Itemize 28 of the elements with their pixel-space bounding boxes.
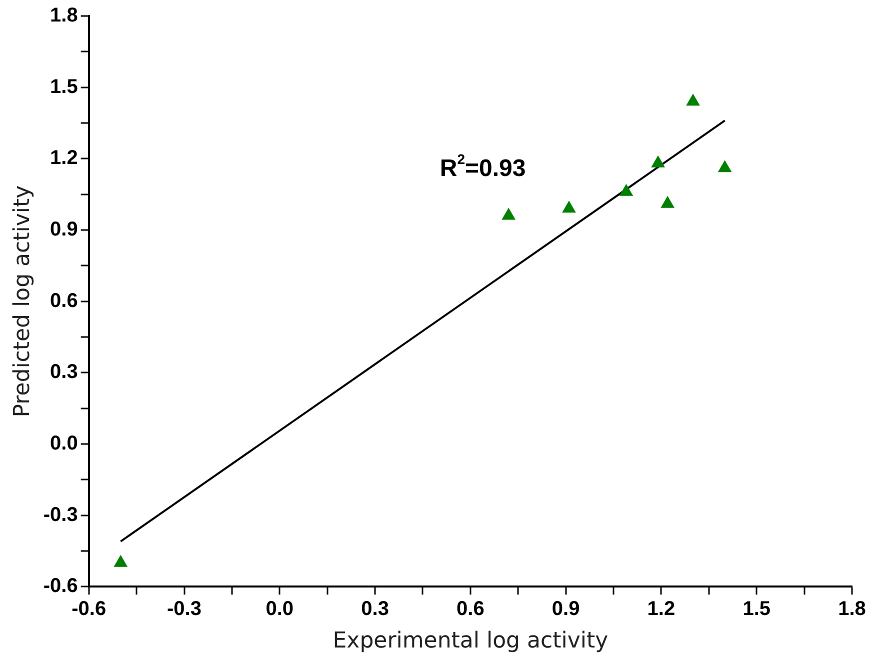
x-tick-label: -0.3 <box>167 598 202 620</box>
y-tick-label: -0.3 <box>43 504 78 526</box>
x-tick-label: 0.0 <box>266 598 294 620</box>
y-tick-label: -0.6 <box>43 575 78 598</box>
point <box>718 160 732 172</box>
y-tick-label: 1.2 <box>50 147 78 170</box>
y-tick-label: 0.6 <box>50 290 78 312</box>
y-tick-label: 1.5 <box>50 76 78 98</box>
y-tick-label: 1.8 <box>50 4 78 27</box>
point <box>562 201 576 213</box>
x-axis-title: Experimental log activity <box>332 628 608 654</box>
point <box>502 208 516 220</box>
x-tick-label: -0.6 <box>72 598 106 620</box>
y-axis-title: Predicted log activity <box>10 185 35 418</box>
x-tick-label: 0.3 <box>361 598 389 620</box>
x-tick-label: 1.2 <box>647 598 676 620</box>
x-tick-label: 1.8 <box>838 598 866 620</box>
x-tick-label: 0.9 <box>552 598 580 620</box>
point <box>686 94 700 106</box>
point <box>661 196 674 208</box>
x-tick-label: 0.6 <box>456 598 484 620</box>
point <box>114 555 128 567</box>
point <box>651 156 665 168</box>
x-tick-label: 1.5 <box>742 598 771 620</box>
y-tick-label: 0.3 <box>50 361 78 384</box>
point <box>620 184 633 196</box>
y-tick-label: 0.9 <box>50 218 78 240</box>
y-tick-label: 0.0 <box>50 432 78 454</box>
